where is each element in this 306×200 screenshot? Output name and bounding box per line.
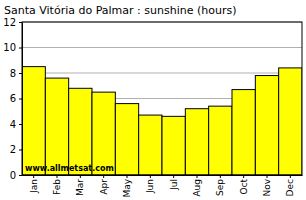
watermark: www.allmetsat.com bbox=[25, 164, 114, 173]
y-tick: 2 bbox=[10, 144, 22, 155]
x-tick-label: Nov bbox=[262, 178, 272, 196]
x-axis-line bbox=[23, 175, 303, 176]
title: Santa Vitória do Palmar : sunshine (hour… bbox=[4, 4, 236, 17]
x-tick: Jul bbox=[169, 175, 179, 191]
bar bbox=[279, 68, 302, 175]
y-tick: 0 bbox=[10, 170, 22, 181]
x-tick: Apr bbox=[99, 175, 109, 195]
bar bbox=[45, 78, 68, 175]
x-tick-mark bbox=[33, 175, 34, 178]
x-tick: Sep bbox=[215, 175, 225, 196]
plot-frame bbox=[22, 22, 302, 175]
grid-line bbox=[22, 47, 302, 48]
x-tick: Aug bbox=[192, 175, 202, 197]
x-tick-label: Feb bbox=[52, 179, 62, 195]
plot-background bbox=[22, 22, 302, 175]
x-tick-mark bbox=[197, 175, 198, 178]
chart: 0 2 4 6 8 10 12 Jan Feb Mar Apr May Jun Jul Aug Sep Oct N… bbox=[0, 0, 306, 200]
y-tick: 6 bbox=[10, 93, 22, 104]
x-tick-label: Dec bbox=[285, 179, 295, 196]
y-tick-label: 10 bbox=[3, 42, 16, 53]
x-tick-label: Sep bbox=[215, 179, 225, 196]
y-tick-label: 6 bbox=[10, 93, 16, 104]
bar bbox=[255, 76, 278, 175]
x-tick-label: Oct bbox=[239, 179, 249, 195]
x-tick: Mar bbox=[75, 175, 85, 196]
y-tick-mark bbox=[19, 99, 22, 100]
grid-line bbox=[22, 73, 302, 74]
x-tick-label: Aug bbox=[192, 179, 202, 197]
bars bbox=[22, 67, 302, 175]
x-tick-mark bbox=[290, 175, 291, 178]
y-tick-label: 8 bbox=[10, 68, 16, 79]
bar bbox=[69, 88, 92, 175]
y-tick-mark bbox=[19, 22, 22, 23]
y-tick-mark bbox=[19, 175, 22, 176]
y-axis-line bbox=[22, 23, 23, 176]
y-tick: 12 bbox=[3, 17, 22, 28]
x-tick-mark bbox=[243, 175, 244, 178]
x-tick-mark bbox=[57, 175, 58, 178]
x-tick-mark bbox=[103, 175, 104, 178]
x-tick-label: Mar bbox=[75, 179, 85, 196]
y-tick-mark bbox=[19, 150, 22, 151]
bar bbox=[232, 90, 255, 175]
y-axis: 0 2 4 6 8 10 12 bbox=[3, 17, 22, 181]
x-tick-label: Jul bbox=[169, 179, 179, 191]
x-tick-mark bbox=[127, 175, 128, 178]
x-tick-label: Jun bbox=[145, 179, 155, 194]
x-tick: Nov bbox=[262, 175, 272, 197]
y-tick-label: 2 bbox=[10, 144, 16, 155]
bar bbox=[162, 116, 185, 175]
x-tick-label: Jan bbox=[29, 179, 39, 194]
x-tick-mark bbox=[173, 175, 174, 178]
y-tick-mark bbox=[19, 124, 22, 125]
y-tick-mark bbox=[19, 48, 22, 49]
x-tick-mark bbox=[150, 175, 151, 178]
bar bbox=[209, 106, 232, 175]
x-tick: Jun bbox=[145, 175, 155, 194]
x-tick-label: Apr bbox=[99, 179, 109, 195]
x-tick: Feb bbox=[52, 175, 62, 195]
x-tick-mark bbox=[220, 175, 221, 178]
y-tick: 10 bbox=[3, 42, 22, 53]
y-tick-mark bbox=[19, 73, 22, 74]
x-tick: May bbox=[122, 175, 132, 198]
x-tick-mark bbox=[267, 175, 268, 178]
x-tick: Dec bbox=[285, 175, 295, 196]
bar bbox=[22, 67, 45, 175]
y-tick-label: 12 bbox=[3, 17, 16, 28]
bar bbox=[139, 115, 162, 175]
grid bbox=[22, 22, 302, 175]
x-tick: Oct bbox=[239, 175, 249, 195]
bar bbox=[92, 92, 115, 175]
y-tick-label: 4 bbox=[10, 119, 16, 130]
bar bbox=[185, 109, 208, 175]
plot: 0 2 4 6 8 10 12 Jan Feb Mar Apr May Jun Jul Aug Sep Oct N… bbox=[3, 17, 302, 198]
y-tick-label: 0 bbox=[10, 170, 16, 181]
x-tick-mark bbox=[80, 175, 81, 178]
bar bbox=[115, 104, 138, 175]
x-tick: Jan bbox=[29, 175, 39, 194]
x-axis: Jan Feb Mar Apr May Jun Jul Aug Sep Oct Nov Dec bbox=[23, 175, 303, 198]
y-tick: 8 bbox=[10, 68, 22, 79]
x-tick-label: May bbox=[122, 178, 132, 197]
y-tick: 4 bbox=[10, 119, 22, 130]
